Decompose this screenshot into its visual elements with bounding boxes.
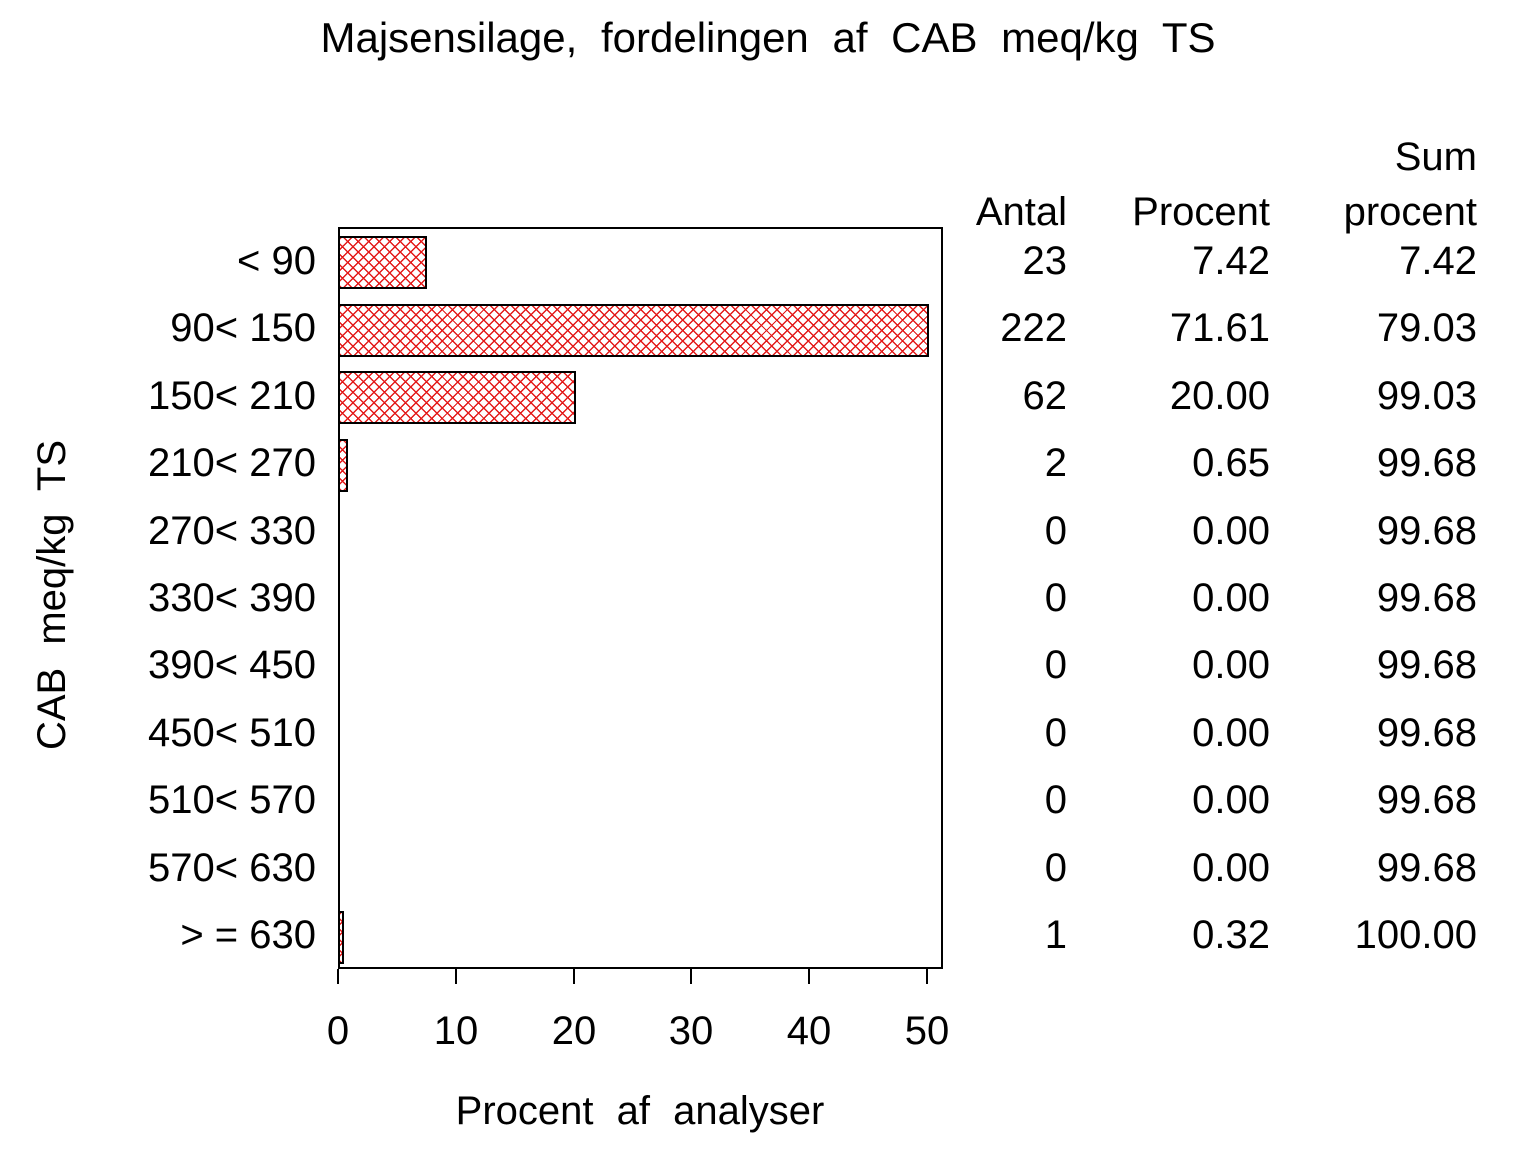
cell-sum-procent: 99.68 bbox=[1376, 711, 1477, 755]
table-header-antal: Antal bbox=[975, 190, 1067, 234]
cell-procent: 0.00 bbox=[1192, 778, 1270, 822]
cell-procent: 0.00 bbox=[1192, 576, 1270, 620]
cell-sum-procent: 7.42 bbox=[1399, 239, 1477, 283]
cell-antal: 0 bbox=[1044, 643, 1067, 687]
category-label: 450< 510 bbox=[148, 711, 316, 755]
tick-label: 30 bbox=[668, 1009, 714, 1053]
tick-label: 10 bbox=[433, 1009, 479, 1053]
bar->=630 bbox=[338, 911, 344, 964]
cell-sum-procent: 99.68 bbox=[1376, 576, 1477, 620]
category-label: 90< 150 bbox=[170, 306, 316, 350]
cell-procent: 0.65 bbox=[1192, 441, 1270, 485]
cell-procent: 20.00 bbox=[1169, 374, 1270, 418]
tick-mark bbox=[926, 969, 928, 984]
cell-sum-procent: 99.68 bbox=[1376, 441, 1477, 485]
category-label: 390< 450 bbox=[148, 643, 316, 687]
cell-sum-procent: 99.68 bbox=[1376, 846, 1477, 890]
table-header-procent: Procent bbox=[1132, 190, 1270, 234]
cell-procent: 0.00 bbox=[1192, 643, 1270, 687]
tick-mark bbox=[455, 969, 457, 984]
bar-90<150 bbox=[338, 304, 929, 357]
cell-sum-procent: 79.03 bbox=[1376, 306, 1477, 350]
bar-210<270 bbox=[338, 439, 348, 492]
cell-antal: 2 bbox=[1044, 441, 1067, 485]
cell-sum-procent: 99.68 bbox=[1376, 509, 1477, 553]
category-label: > = 630 bbox=[180, 913, 316, 957]
bar-150<210 bbox=[338, 371, 576, 424]
cell-antal: 1 bbox=[1044, 913, 1067, 957]
category-label: 330< 390 bbox=[148, 576, 316, 620]
cell-procent: 0.32 bbox=[1192, 913, 1270, 957]
category-label: 210< 270 bbox=[148, 441, 316, 485]
cell-antal: 23 bbox=[1022, 239, 1068, 283]
tick-mark bbox=[690, 969, 692, 984]
y-axis-title: CAB meq/kg TS bbox=[30, 439, 74, 751]
bar-<90 bbox=[338, 236, 427, 289]
cell-antal: 0 bbox=[1044, 576, 1067, 620]
cell-antal: 0 bbox=[1044, 778, 1067, 822]
cell-sum-procent: 99.68 bbox=[1376, 778, 1477, 822]
cell-procent: 7.42 bbox=[1192, 239, 1270, 283]
category-label: 270< 330 bbox=[148, 509, 316, 553]
cell-sum-procent: 100.00 bbox=[1354, 913, 1477, 957]
plot-area bbox=[338, 227, 943, 969]
tick-label: 20 bbox=[551, 1009, 597, 1053]
cell-sum-procent: 99.03 bbox=[1376, 374, 1477, 418]
cell-antal: 62 bbox=[1022, 374, 1068, 418]
chart-title: Majsensilage, fordelingen af CAB meq/kg … bbox=[320, 14, 1216, 61]
cell-procent: 0.00 bbox=[1192, 711, 1270, 755]
cell-procent: 0.00 bbox=[1192, 846, 1270, 890]
cell-antal: 0 bbox=[1044, 711, 1067, 755]
table-header-sum: Sum bbox=[1394, 135, 1477, 179]
tick-mark bbox=[573, 969, 575, 984]
tick-label: 40 bbox=[786, 1009, 832, 1053]
category-label: < 90 bbox=[237, 239, 316, 283]
tick-label: 50 bbox=[904, 1009, 950, 1053]
cell-antal: 222 bbox=[1000, 306, 1067, 350]
cell-antal: 0 bbox=[1044, 846, 1067, 890]
tick-label: 0 bbox=[326, 1009, 350, 1053]
cell-sum-procent: 99.68 bbox=[1376, 643, 1477, 687]
table-header-sum-procent: procent bbox=[1343, 190, 1477, 234]
x-axis-title: Procent af analyser bbox=[455, 1089, 825, 1133]
tick-mark bbox=[337, 969, 339, 984]
tick-mark bbox=[808, 969, 810, 984]
category-label: 570< 630 bbox=[148, 846, 316, 890]
category-label: 150< 210 bbox=[148, 374, 316, 418]
cell-antal: 0 bbox=[1044, 509, 1067, 553]
cell-procent: 0.00 bbox=[1192, 509, 1270, 553]
category-label: 510< 570 bbox=[148, 778, 316, 822]
cell-procent: 71.61 bbox=[1169, 306, 1270, 350]
